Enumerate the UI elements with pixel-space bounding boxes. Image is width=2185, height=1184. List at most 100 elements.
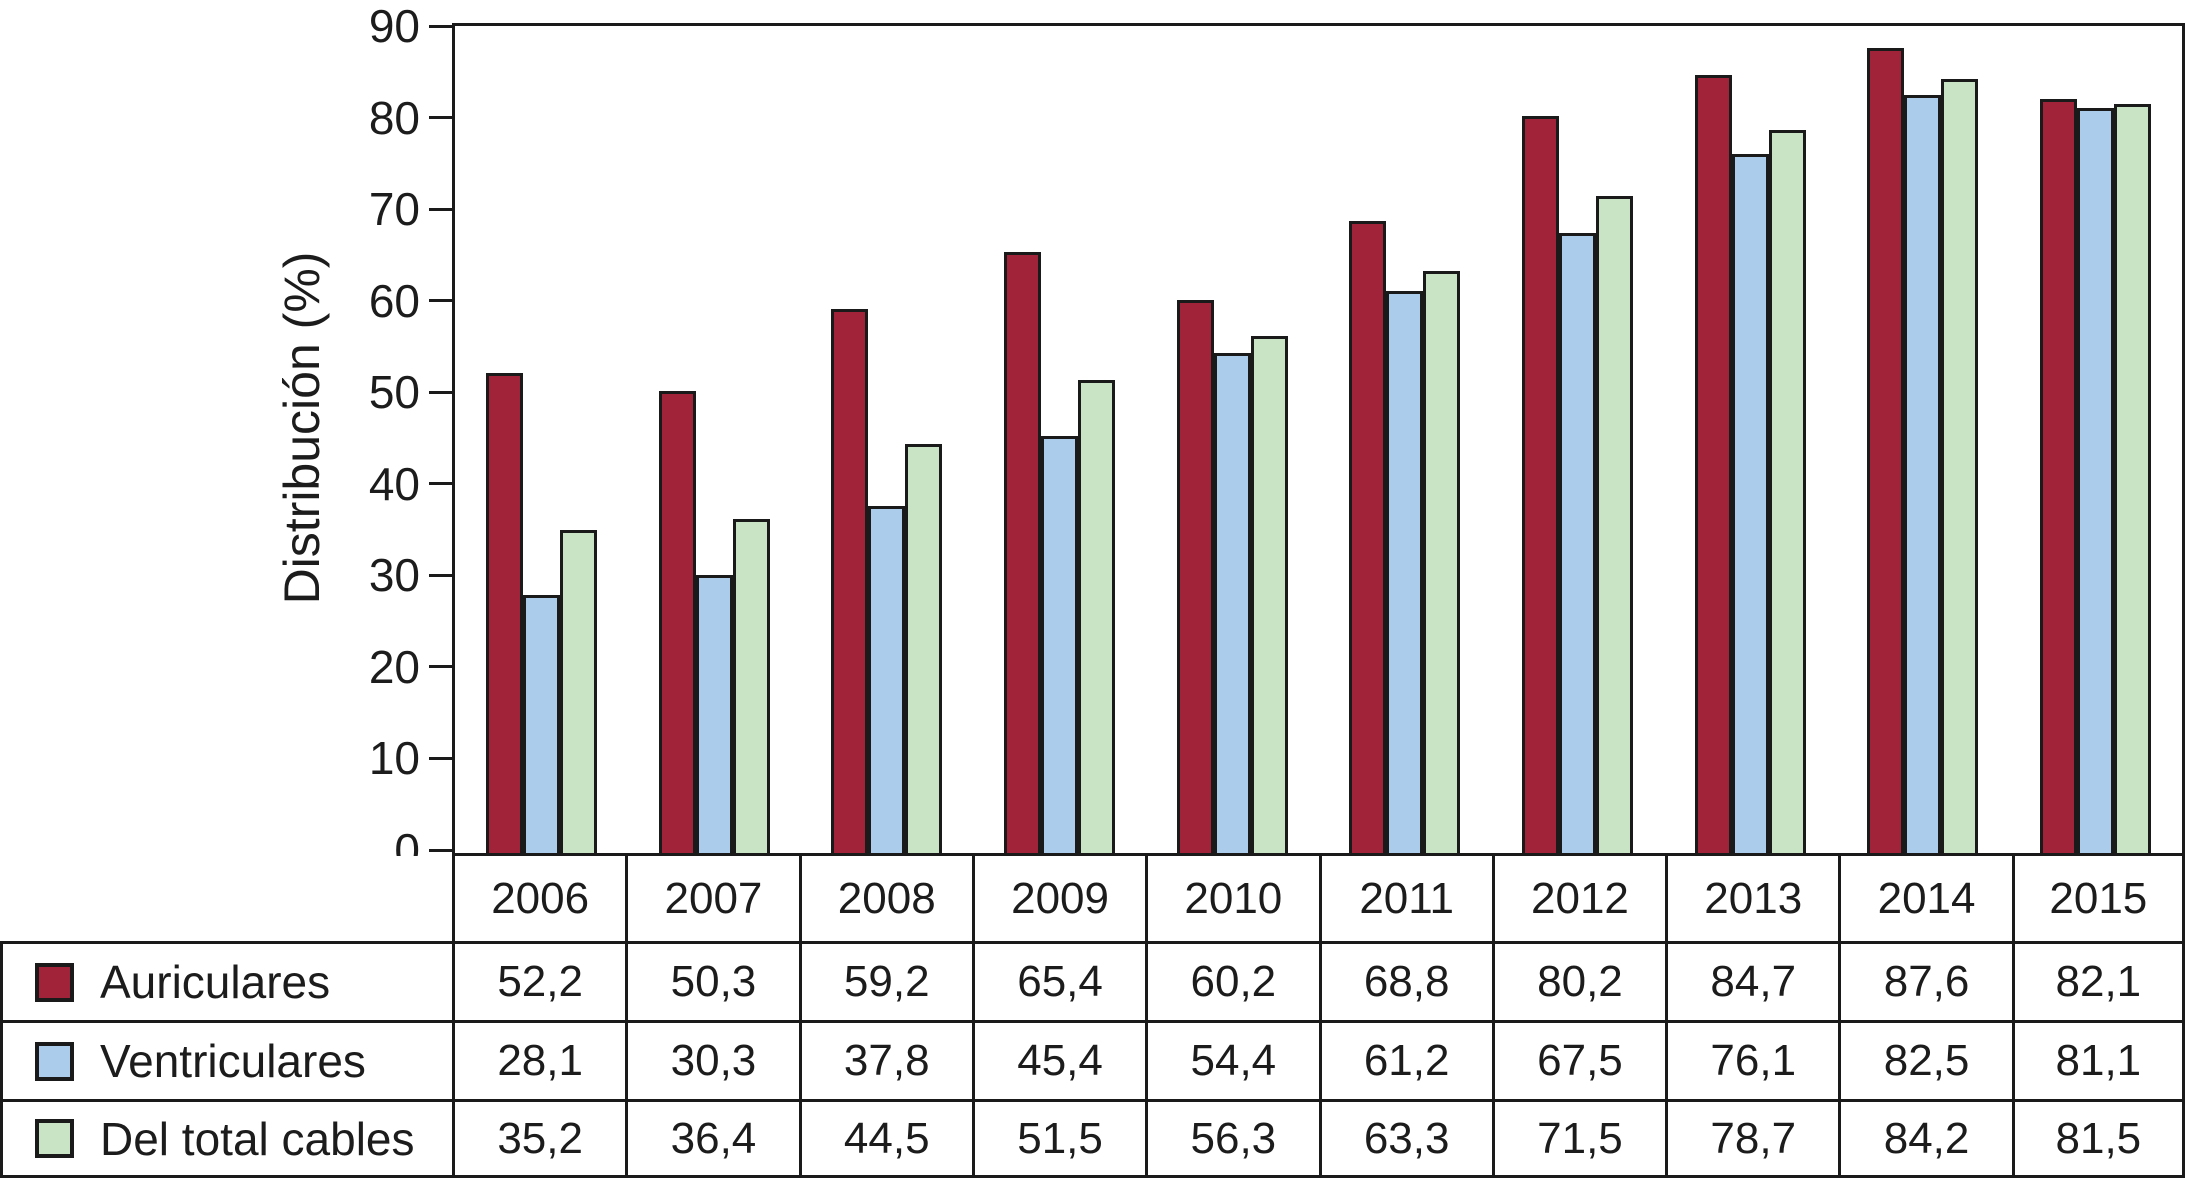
bar-ventriculares-2007 <box>695 574 733 853</box>
bar-auriculares-2013 <box>1694 74 1732 853</box>
legend-swatch <box>35 962 74 1002</box>
bar-group-2012 <box>1491 26 1664 853</box>
bar-group-2014 <box>1837 26 2010 853</box>
y-tick-label: 50 <box>368 366 420 419</box>
y-tick-mark <box>429 207 452 211</box>
bar-ventriculares-2013 <box>1731 153 1769 853</box>
year-header-cell: 2008 <box>798 856 972 941</box>
value-cell: 81,5 <box>2011 1099 2185 1178</box>
table-corner-cell <box>0 856 452 941</box>
y-tick-mark <box>429 848 452 852</box>
y-tick-label: 20 <box>368 640 420 693</box>
value-cell: 51,5 <box>971 1099 1146 1178</box>
bar-del-total-cables-2013 <box>1768 129 1806 853</box>
value-cell: 37,8 <box>798 1020 972 1099</box>
value-cell: 35,2 <box>452 1099 626 1178</box>
bar-del-total-cables-2012 <box>1596 196 1634 853</box>
value-cell: 50,3 <box>625 941 799 1020</box>
bar-auriculares-2014 <box>1867 48 1905 853</box>
year-header-cell: 2013 <box>1665 856 1839 941</box>
bar-del-total-cables-2007 <box>732 518 770 853</box>
y-tick-label: 30 <box>368 549 420 602</box>
value-cell: 76,1 <box>1665 1020 1839 1099</box>
value-cell: 84,7 <box>1665 941 1839 1020</box>
value-cell: 78,7 <box>1665 1099 1839 1178</box>
value-cell: 80,2 <box>1491 941 1666 1020</box>
bar-auriculares-2011 <box>1349 220 1387 853</box>
legend-swatch <box>35 1119 74 1158</box>
bar-ventriculares-2008 <box>868 505 906 853</box>
plot-area <box>452 23 2185 856</box>
value-cell: 81,1 <box>2011 1020 2185 1099</box>
value-cell: 28,1 <box>452 1020 626 1099</box>
y-tick-mark <box>429 24 452 28</box>
bar-group-2015 <box>2009 26 2182 853</box>
value-cell: 61,2 <box>1318 1020 1492 1099</box>
year-header-cell: 2014 <box>1838 856 2012 941</box>
year-header-cell: 2006 <box>452 856 626 941</box>
y-tick-mark <box>429 116 452 120</box>
bar-ventriculares-2010 <box>1213 353 1251 853</box>
bar-auriculares-2006 <box>485 373 523 853</box>
value-cell: 68,8 <box>1318 941 1492 1020</box>
value-cell: 65,4 <box>971 941 1146 1020</box>
bar-auriculares-2007 <box>658 390 696 853</box>
bar-ventriculares-2009 <box>1040 435 1078 853</box>
bar-group-2013 <box>1664 26 1837 853</box>
bar-del-total-cables-2015 <box>2114 104 2152 853</box>
value-cell: 52,2 <box>452 941 626 1020</box>
legend-swatch <box>35 1041 74 1081</box>
value-cell: 56,3 <box>1145 1099 1319 1178</box>
bar-auriculares-2009 <box>1003 252 1041 853</box>
year-header-cell: 2010 <box>1145 856 1319 941</box>
y-tick-label: 90 <box>368 0 420 52</box>
bar-group-2011 <box>1319 26 1492 853</box>
bars-layer <box>455 26 2182 853</box>
bar-group-2009 <box>973 26 1146 853</box>
value-cell: 36,4 <box>625 1099 799 1178</box>
y-tick-mark <box>429 390 452 394</box>
y-tick-mark <box>429 756 452 760</box>
value-cell: 87,6 <box>1838 941 2012 1020</box>
legend-cell-del-total-cables: Del total cables <box>0 1099 452 1178</box>
y-tick-mark <box>429 482 452 486</box>
bar-auriculares-2015 <box>2040 98 2078 853</box>
bar-ventriculares-2011 <box>1386 290 1424 853</box>
y-tick-label: 80 <box>368 91 420 144</box>
bar-ventriculares-2006 <box>522 594 560 853</box>
value-cell: 45,4 <box>971 1020 1146 1099</box>
bar-ventriculares-2014 <box>1904 94 1942 853</box>
year-header-cell: 2011 <box>1318 856 1492 941</box>
bar-ventriculares-2015 <box>2077 107 2115 853</box>
bar-del-total-cables-2008 <box>905 444 943 853</box>
bar-auriculares-2008 <box>831 309 869 853</box>
y-tick-label: 60 <box>368 274 420 327</box>
value-cell: 63,3 <box>1318 1099 1492 1178</box>
bar-ventriculares-2012 <box>1559 232 1597 853</box>
value-cell: 30,3 <box>625 1020 799 1099</box>
y-tick-mark <box>429 665 452 669</box>
legend-cell-ventriculares: Ventriculares <box>0 1020 452 1099</box>
value-cell: 54,4 <box>1145 1020 1319 1099</box>
y-tick-mark <box>429 299 452 303</box>
year-header-cell: 2015 <box>2011 856 2185 941</box>
value-cell: 60,2 <box>1145 941 1319 1020</box>
y-tick-mark <box>429 573 452 577</box>
bar-auriculares-2012 <box>1522 116 1560 853</box>
y-tick-label: 40 <box>368 457 420 510</box>
y-tick-label: 70 <box>368 183 420 236</box>
bar-group-2008 <box>800 26 973 853</box>
year-header-cell: 2009 <box>971 856 1146 941</box>
bar-group-2010 <box>1146 26 1319 853</box>
bar-del-total-cables-2011 <box>1423 271 1461 853</box>
bar-group-2007 <box>628 26 801 853</box>
value-cell: 84,2 <box>1838 1099 2012 1178</box>
legend-label: Del total cables <box>100 1112 415 1165</box>
value-cell: 82,1 <box>2011 941 2185 1020</box>
bar-del-total-cables-2014 <box>1941 79 1979 853</box>
bar-del-total-cables-2006 <box>559 529 597 853</box>
value-cell: 67,5 <box>1491 1020 1666 1099</box>
value-cell: 82,5 <box>1838 1020 2012 1099</box>
y-tick-label: 10 <box>368 732 420 785</box>
